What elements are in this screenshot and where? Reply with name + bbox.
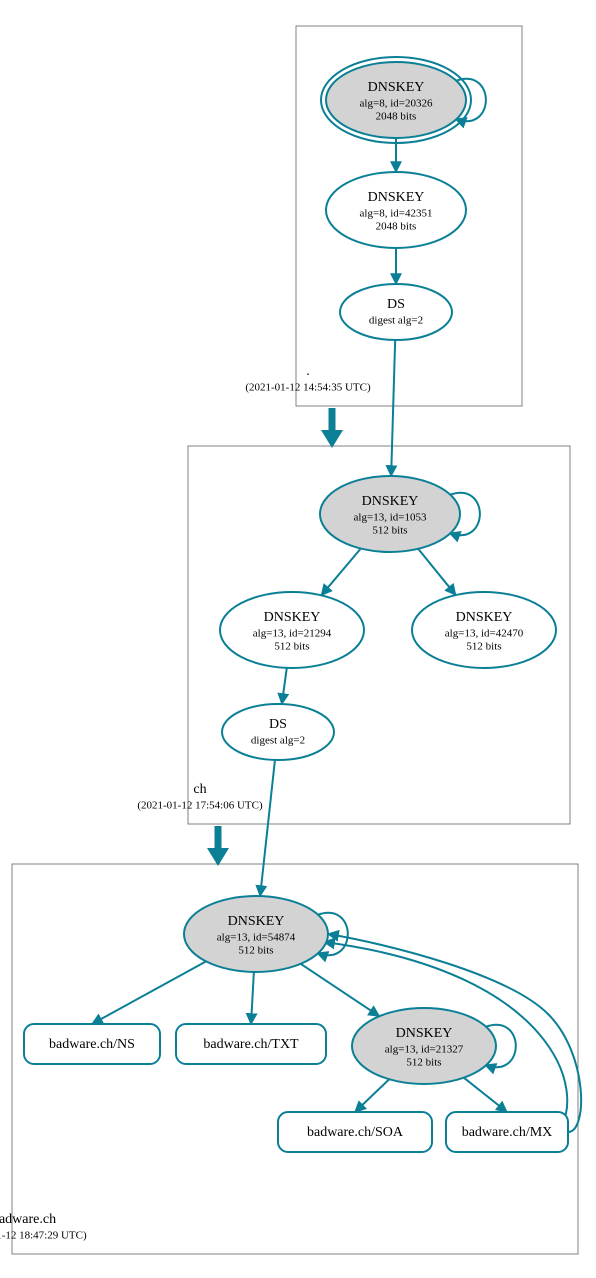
dnssec-graph: DNSKEYalg=8, id=203262048 bitsDNSKEYalg=… [0, 0, 596, 1278]
node-title: DNSKEY [228, 914, 285, 929]
node-sub1: alg=13, id=1053 [354, 512, 427, 524]
zone-arrow-head [321, 430, 343, 448]
node-sub2: 512 bits [466, 641, 501, 653]
node-title: DNSKEY [456, 610, 513, 625]
node-sub1: digest alg=2 [251, 735, 305, 747]
node-title: DS [387, 297, 405, 312]
zone-timestamp-ch: (2021-01-12 17:54:06 UTC) [137, 800, 263, 812]
zone-timestamp-domain: (2021-01-12 18:47:29 UTC) [0, 1230, 87, 1242]
node-sub2: 2048 bits [376, 221, 417, 233]
edge [321, 549, 360, 596]
zone-label-root: . [306, 364, 310, 379]
edge [282, 668, 287, 704]
zone-arrow-head [207, 848, 229, 866]
edge [92, 961, 206, 1024]
rrbox-label-soa: badware.ch/SOA [307, 1125, 404, 1140]
node-sub1: alg=13, id=54874 [217, 932, 296, 944]
edge [260, 760, 275, 896]
rrbox-label-mx: badware.ch/MX [462, 1125, 553, 1140]
node-title: DNSKEY [396, 1026, 453, 1041]
node-sub2: 512 bits [372, 525, 407, 537]
edge [355, 1079, 389, 1112]
edge [391, 340, 395, 476]
node-sub2: 512 bits [274, 641, 309, 653]
node-sub1: alg=13, id=42470 [445, 628, 524, 640]
edge [418, 549, 456, 595]
node-title: DNSKEY [368, 190, 425, 205]
node-sub1: alg=8, id=42351 [360, 208, 433, 220]
edge [464, 1078, 507, 1112]
node-sub1: alg=13, id=21327 [385, 1044, 464, 1056]
node-sub1: alg=8, id=20326 [360, 98, 433, 110]
node-sub2: 512 bits [406, 1057, 441, 1069]
node-title: DNSKEY [264, 610, 321, 625]
node-sub2: 2048 bits [376, 111, 417, 123]
edge [251, 972, 254, 1024]
rrbox-label-ns: badware.ch/NS [49, 1037, 135, 1052]
node-title: DNSKEY [368, 80, 425, 95]
edge [301, 964, 380, 1016]
rrbox-label-txt: badware.ch/TXT [203, 1037, 299, 1052]
node-sub1: alg=13, id=21294 [253, 628, 332, 640]
node-sub1: digest alg=2 [369, 315, 423, 327]
zone-label-ch: ch [193, 782, 206, 797]
node-title: DS [269, 717, 287, 732]
node-title: DNSKEY [362, 494, 419, 509]
zone-label-domain: badware.ch [0, 1212, 56, 1227]
zone-timestamp-root: (2021-01-12 14:54:35 UTC) [245, 382, 371, 394]
node-sub2: 512 bits [238, 945, 273, 957]
